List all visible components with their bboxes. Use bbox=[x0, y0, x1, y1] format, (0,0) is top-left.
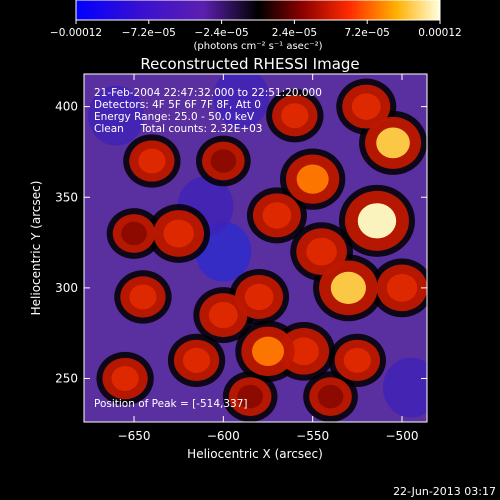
x-tick-label: −550 bbox=[296, 429, 329, 443]
colorbar bbox=[75, 0, 441, 21]
heatmap-blob-negative bbox=[213, 74, 270, 128]
x-tick-label: −500 bbox=[386, 429, 419, 443]
annotation-clean-counts: Clean Total counts: 2.32E+03 bbox=[94, 123, 263, 135]
heatmap-blob-core bbox=[129, 284, 157, 310]
colorbar-tick-label: −2.4e−05 bbox=[195, 27, 249, 39]
heatmap-image bbox=[84, 74, 427, 422]
y-tick-label: 250 bbox=[55, 372, 78, 386]
peak-position-label: Position of Peak = [-514,337] bbox=[94, 398, 248, 410]
y-tick-labels: 250 300 350 400 bbox=[55, 100, 78, 386]
y-tick-label: 300 bbox=[55, 281, 78, 295]
y-tick-label: 400 bbox=[55, 100, 78, 114]
colorbar-tick-label: −7.2e−05 bbox=[122, 27, 176, 39]
plot-frame bbox=[83, 73, 428, 423]
annotation-energy-range: Energy Range: 25.0 - 50.0 keV bbox=[94, 111, 255, 123]
heatmap-blob-core bbox=[281, 103, 309, 129]
colorbar-units-label: (photons cm⁻² s⁻¹ asec⁻²) bbox=[193, 41, 322, 52]
heatmap-blob-core bbox=[376, 127, 410, 159]
axis-ticks bbox=[84, 74, 427, 422]
x-tick-label: −650 bbox=[118, 429, 151, 443]
colorbar-tick-label: 7.2e−05 bbox=[345, 27, 390, 39]
colorbar-tick-label: −0.00012 bbox=[50, 27, 102, 39]
chart-title: Reconstructed RHESSI Image bbox=[140, 55, 359, 73]
x-tick-label: −600 bbox=[207, 429, 240, 443]
annotation-time-range: 21-Feb-2004 22:47:32.000 to 22:51:20.000 bbox=[94, 87, 322, 99]
heatmap-blob-core bbox=[357, 203, 397, 239]
heatmap-blob-core bbox=[262, 202, 292, 229]
heatmap-blob-core bbox=[163, 219, 194, 248]
colorbar-tick-label: 0.00012 bbox=[418, 27, 461, 39]
heatmap-blob-core bbox=[343, 347, 371, 373]
heatmap-blob-core bbox=[208, 301, 238, 329]
heatmap-blob-core bbox=[182, 347, 211, 373]
heatmap-blob-core bbox=[306, 237, 337, 266]
x-tick-labels: −650 −600 −550 −500 bbox=[118, 429, 419, 443]
colorbar-tick-label: 2.4e−05 bbox=[272, 27, 317, 39]
heatmap-blob-core bbox=[317, 384, 344, 409]
heatmap-blob-core bbox=[210, 149, 237, 173]
colorbar-ticks bbox=[75, 20, 441, 24]
heatmap-blob-core bbox=[330, 271, 366, 305]
y-tick-label: 350 bbox=[55, 190, 78, 204]
annotation-block: 21-Feb-2004 22:47:32.000 to 22:51:20.000… bbox=[94, 87, 322, 135]
heatmap-blob-core bbox=[121, 221, 147, 246]
annotation-detectors: Detectors: 4F 5F 6F 7F 8F, Att 0 bbox=[94, 99, 261, 111]
heatmap-blob-core bbox=[244, 283, 274, 311]
heatmap-blob-core bbox=[386, 273, 418, 302]
x-axis-label: Heliocentric X (arcsec) bbox=[187, 447, 323, 461]
heatmap-blob-negative bbox=[88, 85, 145, 146]
y-axis-label: Heliocentric Y (arcsec) bbox=[29, 181, 43, 316]
heatmap-blob-core bbox=[351, 93, 381, 120]
heatmap-blob-core bbox=[296, 164, 329, 194]
heatmap-blob-core bbox=[237, 384, 263, 409]
heatmap-blob-core bbox=[288, 337, 319, 366]
heatmap-blob-core bbox=[111, 366, 139, 391]
colorbar-tick-labels: −0.00012 −7.2e−05 −2.4e−05 2.4e−05 7.2e−05 0.… bbox=[50, 27, 462, 39]
heatmap-blob-negative bbox=[382, 357, 427, 418]
date-stamp: 22-Jun-2013 03:17 bbox=[393, 485, 496, 498]
heatmap-blob-core bbox=[252, 336, 285, 366]
heatmap-blob-core bbox=[138, 148, 166, 174]
